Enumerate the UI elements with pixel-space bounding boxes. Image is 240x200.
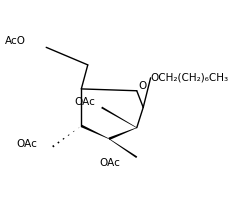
Polygon shape (101, 107, 137, 128)
Polygon shape (108, 127, 137, 140)
Text: OAc: OAc (74, 97, 95, 107)
Text: O: O (139, 81, 147, 91)
Text: OAc: OAc (17, 139, 37, 149)
Polygon shape (81, 125, 109, 139)
Text: OCH₂(CH₂)₆CH₃: OCH₂(CH₂)₆CH₃ (151, 73, 229, 83)
Polygon shape (109, 139, 137, 158)
Text: OAc: OAc (100, 158, 121, 168)
Text: AcO: AcO (5, 36, 26, 46)
